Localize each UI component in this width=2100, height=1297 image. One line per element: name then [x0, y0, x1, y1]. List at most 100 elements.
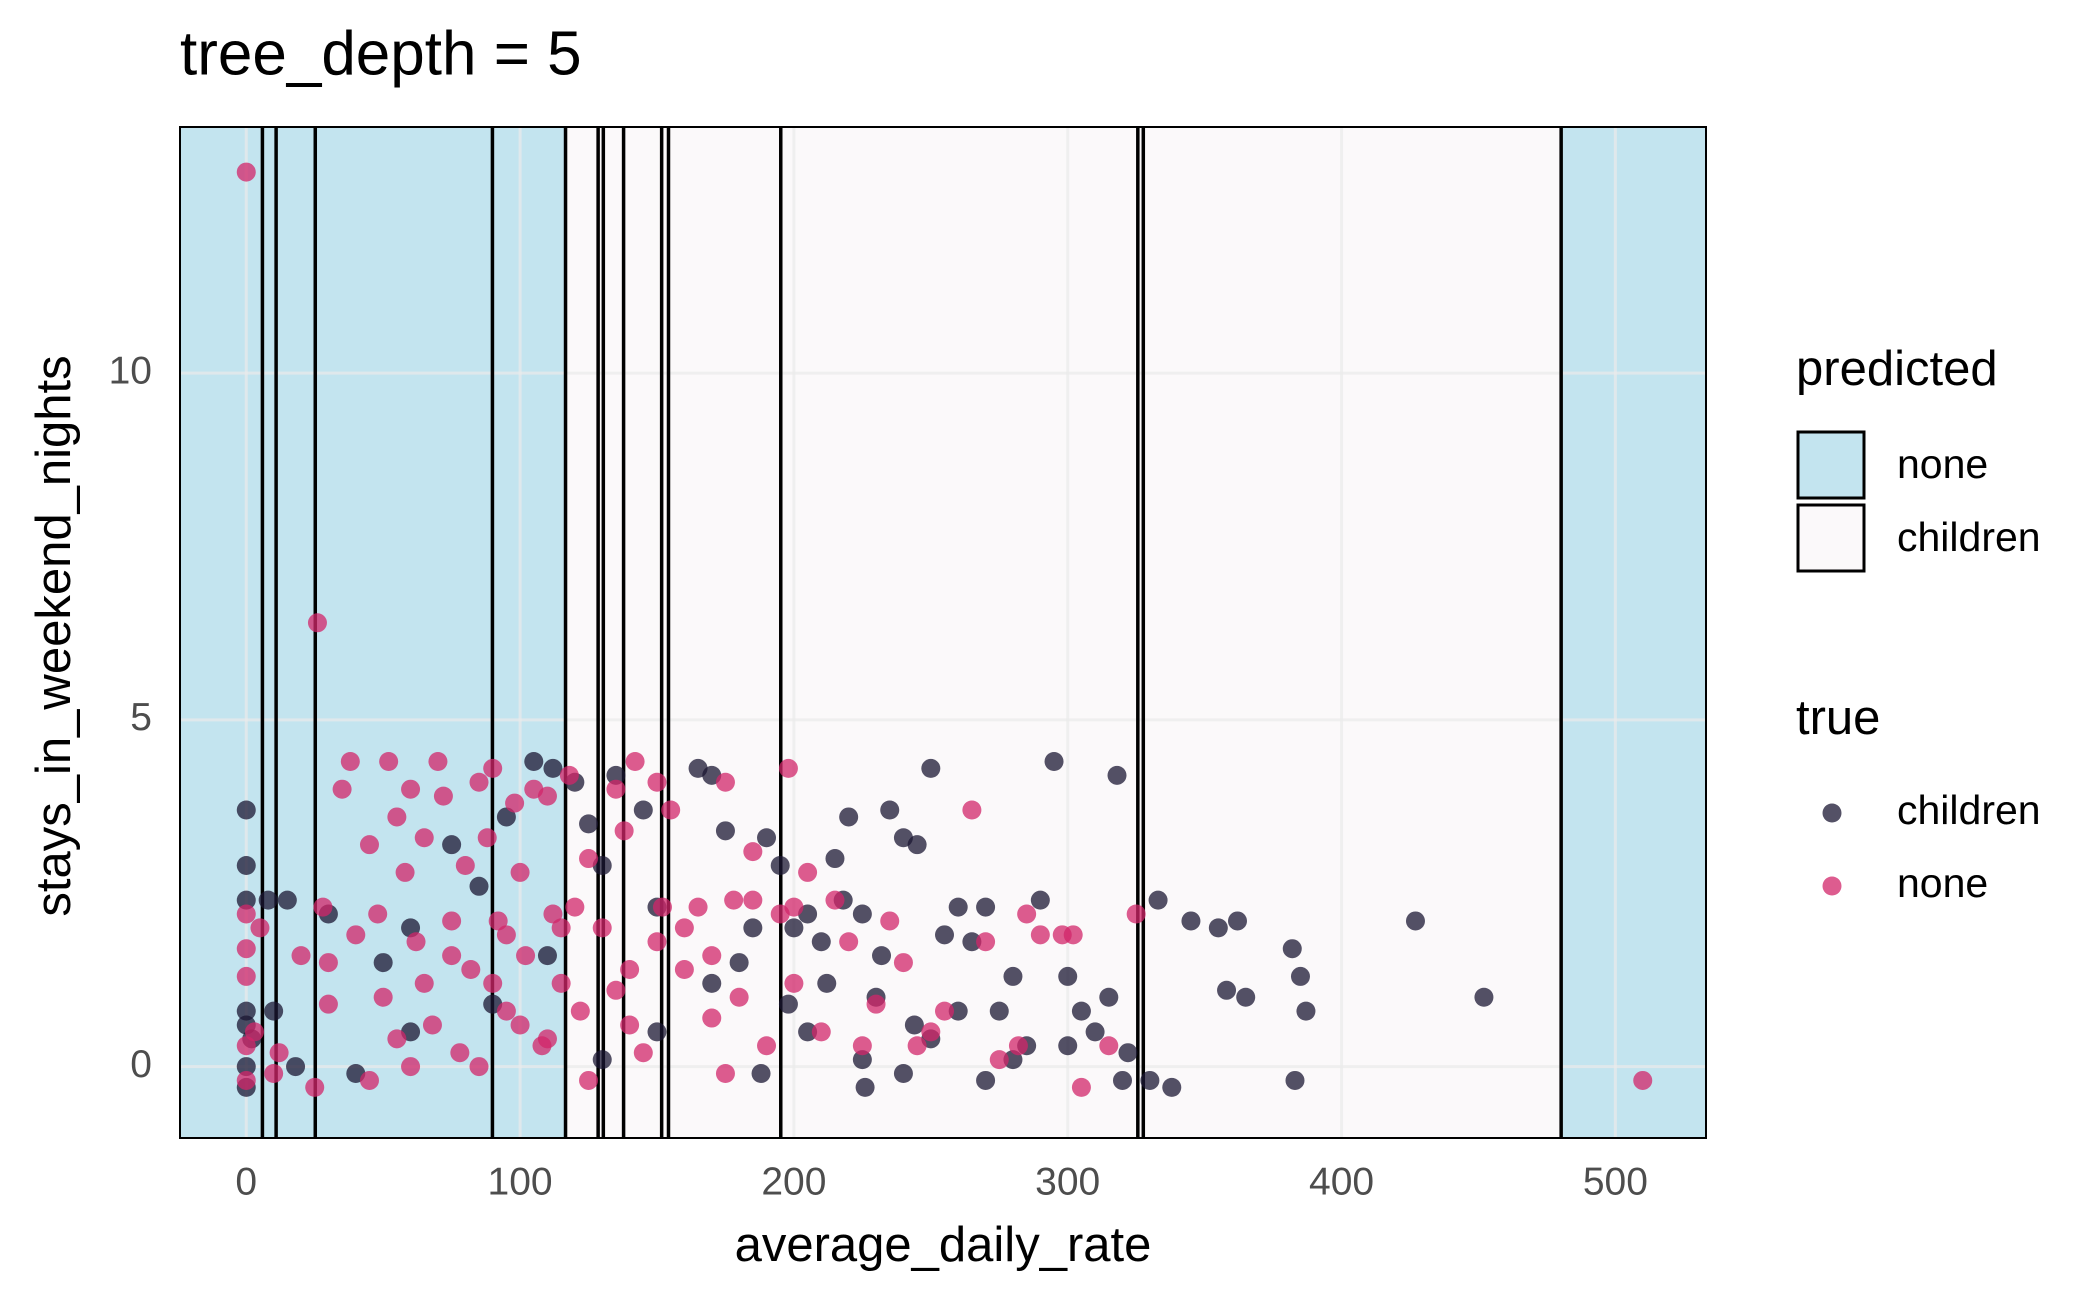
point	[1058, 1036, 1078, 1056]
legend-key	[1796, 430, 1866, 500]
point	[1017, 904, 1037, 924]
point	[743, 890, 763, 910]
point	[305, 1077, 325, 1097]
point	[269, 1043, 289, 1063]
point	[510, 862, 530, 882]
x-tick-label: 0	[235, 1160, 257, 1203]
point	[1058, 966, 1078, 986]
point	[395, 862, 415, 882]
point	[258, 890, 278, 910]
point	[250, 918, 270, 938]
point	[359, 1070, 379, 1090]
point	[505, 793, 525, 813]
point	[839, 932, 859, 952]
point	[688, 897, 708, 917]
point	[428, 751, 448, 771]
point	[907, 835, 927, 855]
point	[461, 960, 481, 979]
point	[1107, 765, 1127, 785]
point	[469, 1057, 489, 1077]
x-tick-label: 200	[761, 1160, 826, 1203]
point	[743, 842, 763, 862]
point	[962, 800, 982, 820]
point	[469, 772, 489, 792]
point	[318, 994, 338, 1014]
point	[368, 904, 388, 924]
point	[496, 807, 516, 827]
point	[450, 1043, 470, 1063]
point	[976, 897, 996, 917]
point	[798, 1022, 818, 1042]
point	[1181, 911, 1201, 931]
point	[880, 800, 900, 820]
point	[606, 779, 626, 799]
point	[811, 1022, 831, 1042]
point	[1044, 751, 1064, 771]
point	[661, 800, 681, 820]
point	[516, 946, 536, 966]
point	[606, 765, 626, 785]
point	[401, 1057, 421, 1077]
point	[236, 1036, 256, 1056]
point	[1285, 1070, 1305, 1090]
point	[907, 1036, 927, 1056]
x-tick-label: 100	[488, 1160, 553, 1203]
point	[543, 904, 563, 924]
point	[1126, 904, 1146, 924]
point	[570, 1001, 590, 1021]
point	[825, 890, 845, 910]
point	[401, 779, 421, 799]
y-tick-label: 0	[130, 1043, 152, 1086]
point	[264, 1001, 284, 1021]
point	[715, 772, 735, 792]
point	[606, 980, 626, 1000]
point	[524, 751, 544, 771]
point	[784, 918, 804, 938]
point	[236, 162, 256, 182]
point	[537, 1029, 557, 1049]
point	[948, 897, 968, 917]
point	[1282, 939, 1302, 959]
point	[620, 1015, 640, 1035]
point	[379, 751, 399, 771]
point	[989, 1001, 1009, 1021]
point	[286, 1057, 306, 1077]
point	[948, 1001, 968, 1021]
point	[579, 849, 599, 869]
point	[715, 1064, 735, 1084]
point	[1071, 1077, 1091, 1097]
point	[751, 1064, 771, 1084]
point	[921, 1022, 941, 1042]
point	[1118, 1043, 1138, 1063]
point	[496, 925, 516, 945]
point	[537, 786, 557, 806]
point	[433, 786, 453, 806]
point	[633, 1043, 653, 1063]
point	[652, 897, 672, 917]
point	[633, 800, 653, 820]
x-axis-title: average_daily_rate	[735, 1218, 1152, 1272]
point	[852, 904, 872, 924]
predicted-region	[180, 127, 566, 1138]
point	[387, 1029, 407, 1049]
point	[976, 932, 996, 952]
point	[614, 821, 634, 841]
point	[483, 758, 503, 778]
point	[625, 751, 645, 771]
point	[778, 758, 798, 778]
point	[236, 1070, 256, 1090]
point	[244, 1022, 264, 1042]
point	[935, 925, 955, 945]
point	[236, 890, 256, 910]
point	[1208, 918, 1228, 938]
point	[1140, 1070, 1160, 1090]
point	[477, 828, 497, 848]
chart-title: tree_depth = 5	[180, 19, 582, 88]
x-tick-label: 400	[1309, 1160, 1374, 1203]
point	[976, 1070, 996, 1090]
point	[236, 904, 256, 924]
point	[236, 1001, 256, 1021]
point	[373, 987, 393, 1007]
point	[702, 946, 722, 966]
point	[442, 835, 462, 855]
